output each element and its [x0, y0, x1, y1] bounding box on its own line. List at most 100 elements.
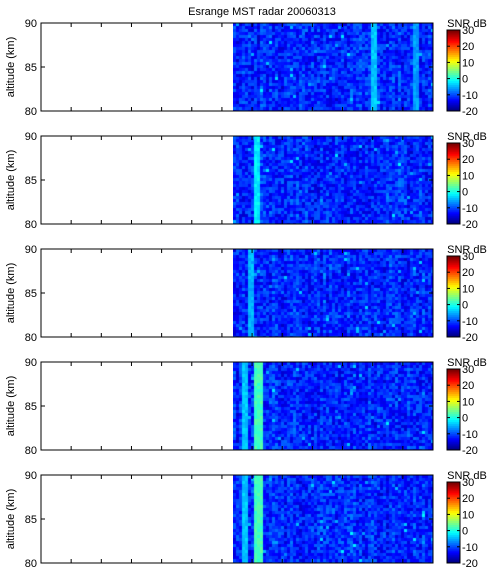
colorbar-tick-label: 10 [462, 283, 474, 295]
colorbar-step [447, 50, 460, 53]
colorbar-step [447, 326, 460, 330]
panels-group: 80 85 90 altitude (km) -20 -10 0 10 20 30 SNR dB 80… [5, 18, 487, 570]
y-tick-label: 80 [25, 106, 37, 118]
colorbar-step [447, 88, 460, 92]
colorbar-step [447, 387, 460, 390]
colorbar-step [447, 524, 460, 528]
colorbar-step [447, 377, 460, 380]
colorbar-step [447, 492, 460, 495]
colorbar-step [447, 433, 460, 437]
colorbar-step [447, 530, 460, 534]
colorbar-step [447, 334, 460, 338]
colorbar-step [447, 494, 460, 497]
colorbar-step [447, 262, 460, 265]
colorbar-step [447, 193, 460, 197]
colorbar-step [447, 284, 460, 287]
colorbar-tick-label: 0 [462, 74, 468, 86]
colorbar-step [447, 328, 460, 332]
colorbar-frame [446, 368, 461, 451]
colorbar-step [447, 199, 460, 203]
colorbar-step [447, 266, 460, 269]
colorbar-step [447, 90, 460, 94]
colorbar-step [447, 205, 460, 209]
colorbar-step [447, 147, 460, 150]
colorbar-step [447, 187, 460, 191]
colorbar-step [447, 308, 460, 312]
colorbar-tick-label: -20 [462, 219, 478, 231]
y-axis-label: altitude (km) [5, 376, 17, 437]
colorbar-tick-label: 0 [462, 300, 468, 312]
colorbar-tick-label: 20 [462, 267, 474, 279]
colorbar-step [447, 419, 460, 423]
colorbar-tick-label: -10 [462, 316, 478, 328]
y-tick-label: 90 [25, 357, 37, 369]
colorbar-step [447, 383, 460, 386]
colorbar-step [447, 292, 460, 295]
colorbar-step [447, 106, 460, 110]
colorbar-label: SNR dB [447, 357, 487, 369]
colorbar-step [447, 371, 460, 374]
colorbar-step [447, 177, 460, 180]
y-tick-label: 85 [25, 401, 37, 413]
colorbar-step [447, 373, 460, 376]
colorbar-step [447, 556, 460, 560]
colorbar-step [447, 48, 460, 51]
colorbar-tick-label: 20 [462, 493, 474, 505]
colorbar-step [447, 276, 460, 279]
colorbar-step [447, 34, 460, 37]
colorbar-step [447, 300, 460, 304]
colorbar-step [447, 330, 460, 334]
heatmap-image [233, 23, 433, 111]
colorbar-step [447, 514, 460, 517]
heatmap-image [233, 362, 433, 450]
colorbar-tick-label: 0 [462, 526, 468, 538]
colorbar-step [447, 409, 460, 413]
colorbar-tick-label: 20 [462, 154, 474, 166]
y-tick-label: 80 [25, 445, 37, 457]
colorbar-step [447, 217, 460, 221]
colorbar-tick-label: -20 [462, 332, 478, 344]
heatmap-image [233, 475, 433, 563]
colorbar-tick-label: 0 [462, 187, 468, 199]
colorbar-step [447, 66, 460, 69]
colorbar-tick-label: -10 [462, 90, 478, 102]
colorbar-step [447, 191, 460, 195]
colorbar-step [447, 189, 460, 193]
colorbar-step [447, 52, 460, 55]
colorbar-step [447, 397, 460, 400]
colorbar-step [447, 183, 460, 187]
colorbar-step [447, 72, 460, 76]
colorbar-step [447, 441, 460, 445]
colorbar-step [447, 421, 460, 425]
colorbar-step [447, 482, 460, 485]
colorbar-step [447, 98, 460, 102]
y-tick-label: 85 [25, 62, 37, 74]
colorbar-step [447, 84, 460, 88]
colorbar-tick-label: 10 [462, 57, 474, 69]
y-axis-label: altitude (km) [5, 37, 17, 98]
colorbar-step [447, 195, 460, 199]
colorbar-tick-label: -20 [462, 558, 478, 570]
colorbar-step [447, 165, 460, 168]
colorbar-step [447, 282, 460, 285]
colorbar-step [447, 516, 460, 519]
y-tick-label: 85 [25, 514, 37, 526]
colorbar-step [447, 155, 460, 158]
colorbar-step [447, 546, 460, 550]
colorbar-step [447, 62, 460, 65]
colorbar-step [447, 314, 460, 318]
colorbar-tick-label: 10 [462, 170, 474, 182]
colorbar-step [447, 437, 460, 441]
colorbar-tick-label: 30 [462, 251, 474, 263]
colorbar-step [447, 215, 460, 219]
colorbar-step [447, 427, 460, 431]
colorbar-step [447, 100, 460, 104]
